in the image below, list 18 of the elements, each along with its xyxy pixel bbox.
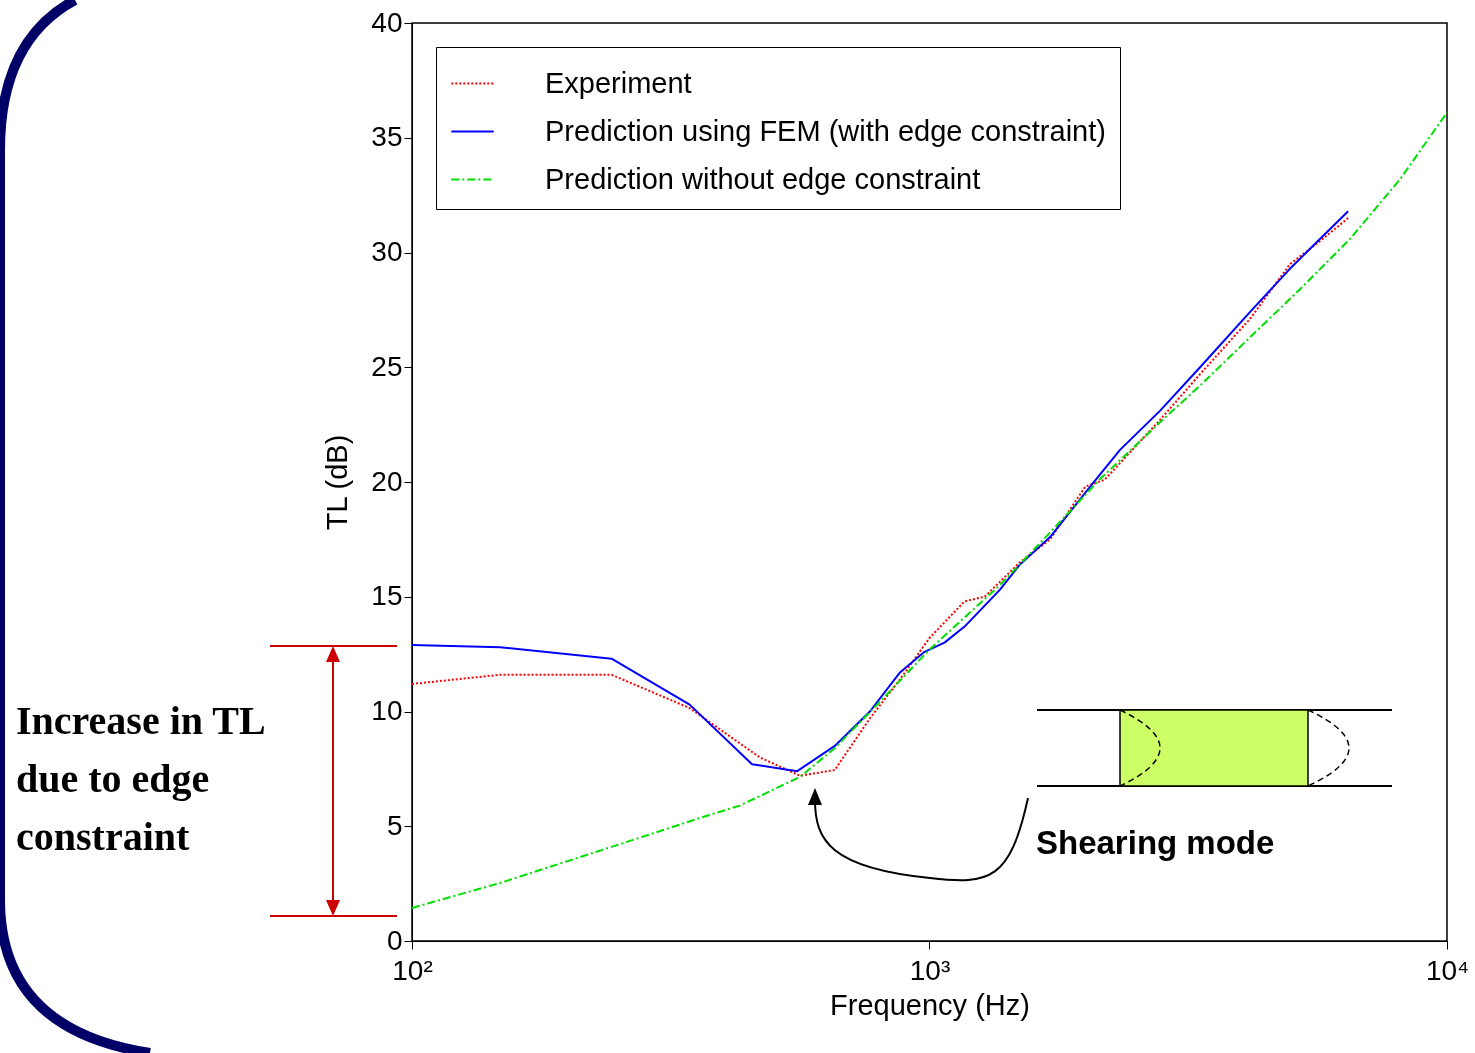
y-tick-label: 20 [371,465,403,497]
annotation: Shearing mode [1036,824,1275,862]
y-tick-label: 15 [371,580,403,612]
x-axis-title: Frequency (Hz) [830,988,1030,1021]
y-tick-label: 35 [371,121,403,153]
y-tick-label: 25 [371,350,403,382]
x-tick-label: 10³ [909,954,951,986]
legend-label: Experiment [545,66,692,99]
legend-label: Prediction using FEM (with edge constraint) [545,114,1106,147]
legend-label: Prediction without edge constraint [545,162,981,195]
x-tick-label: 10² [392,954,433,986]
y-tick-label: 10 [371,695,403,726]
x-tick-label: 10⁴ [1425,954,1470,986]
y-tick-label: 30 [371,236,403,267]
y-tick-label: 5 [386,809,403,841]
y-tick-label: 0 [386,924,403,956]
y-tick-label: 40 [371,6,403,38]
y-axis-title: TL (dB) [321,434,354,531]
